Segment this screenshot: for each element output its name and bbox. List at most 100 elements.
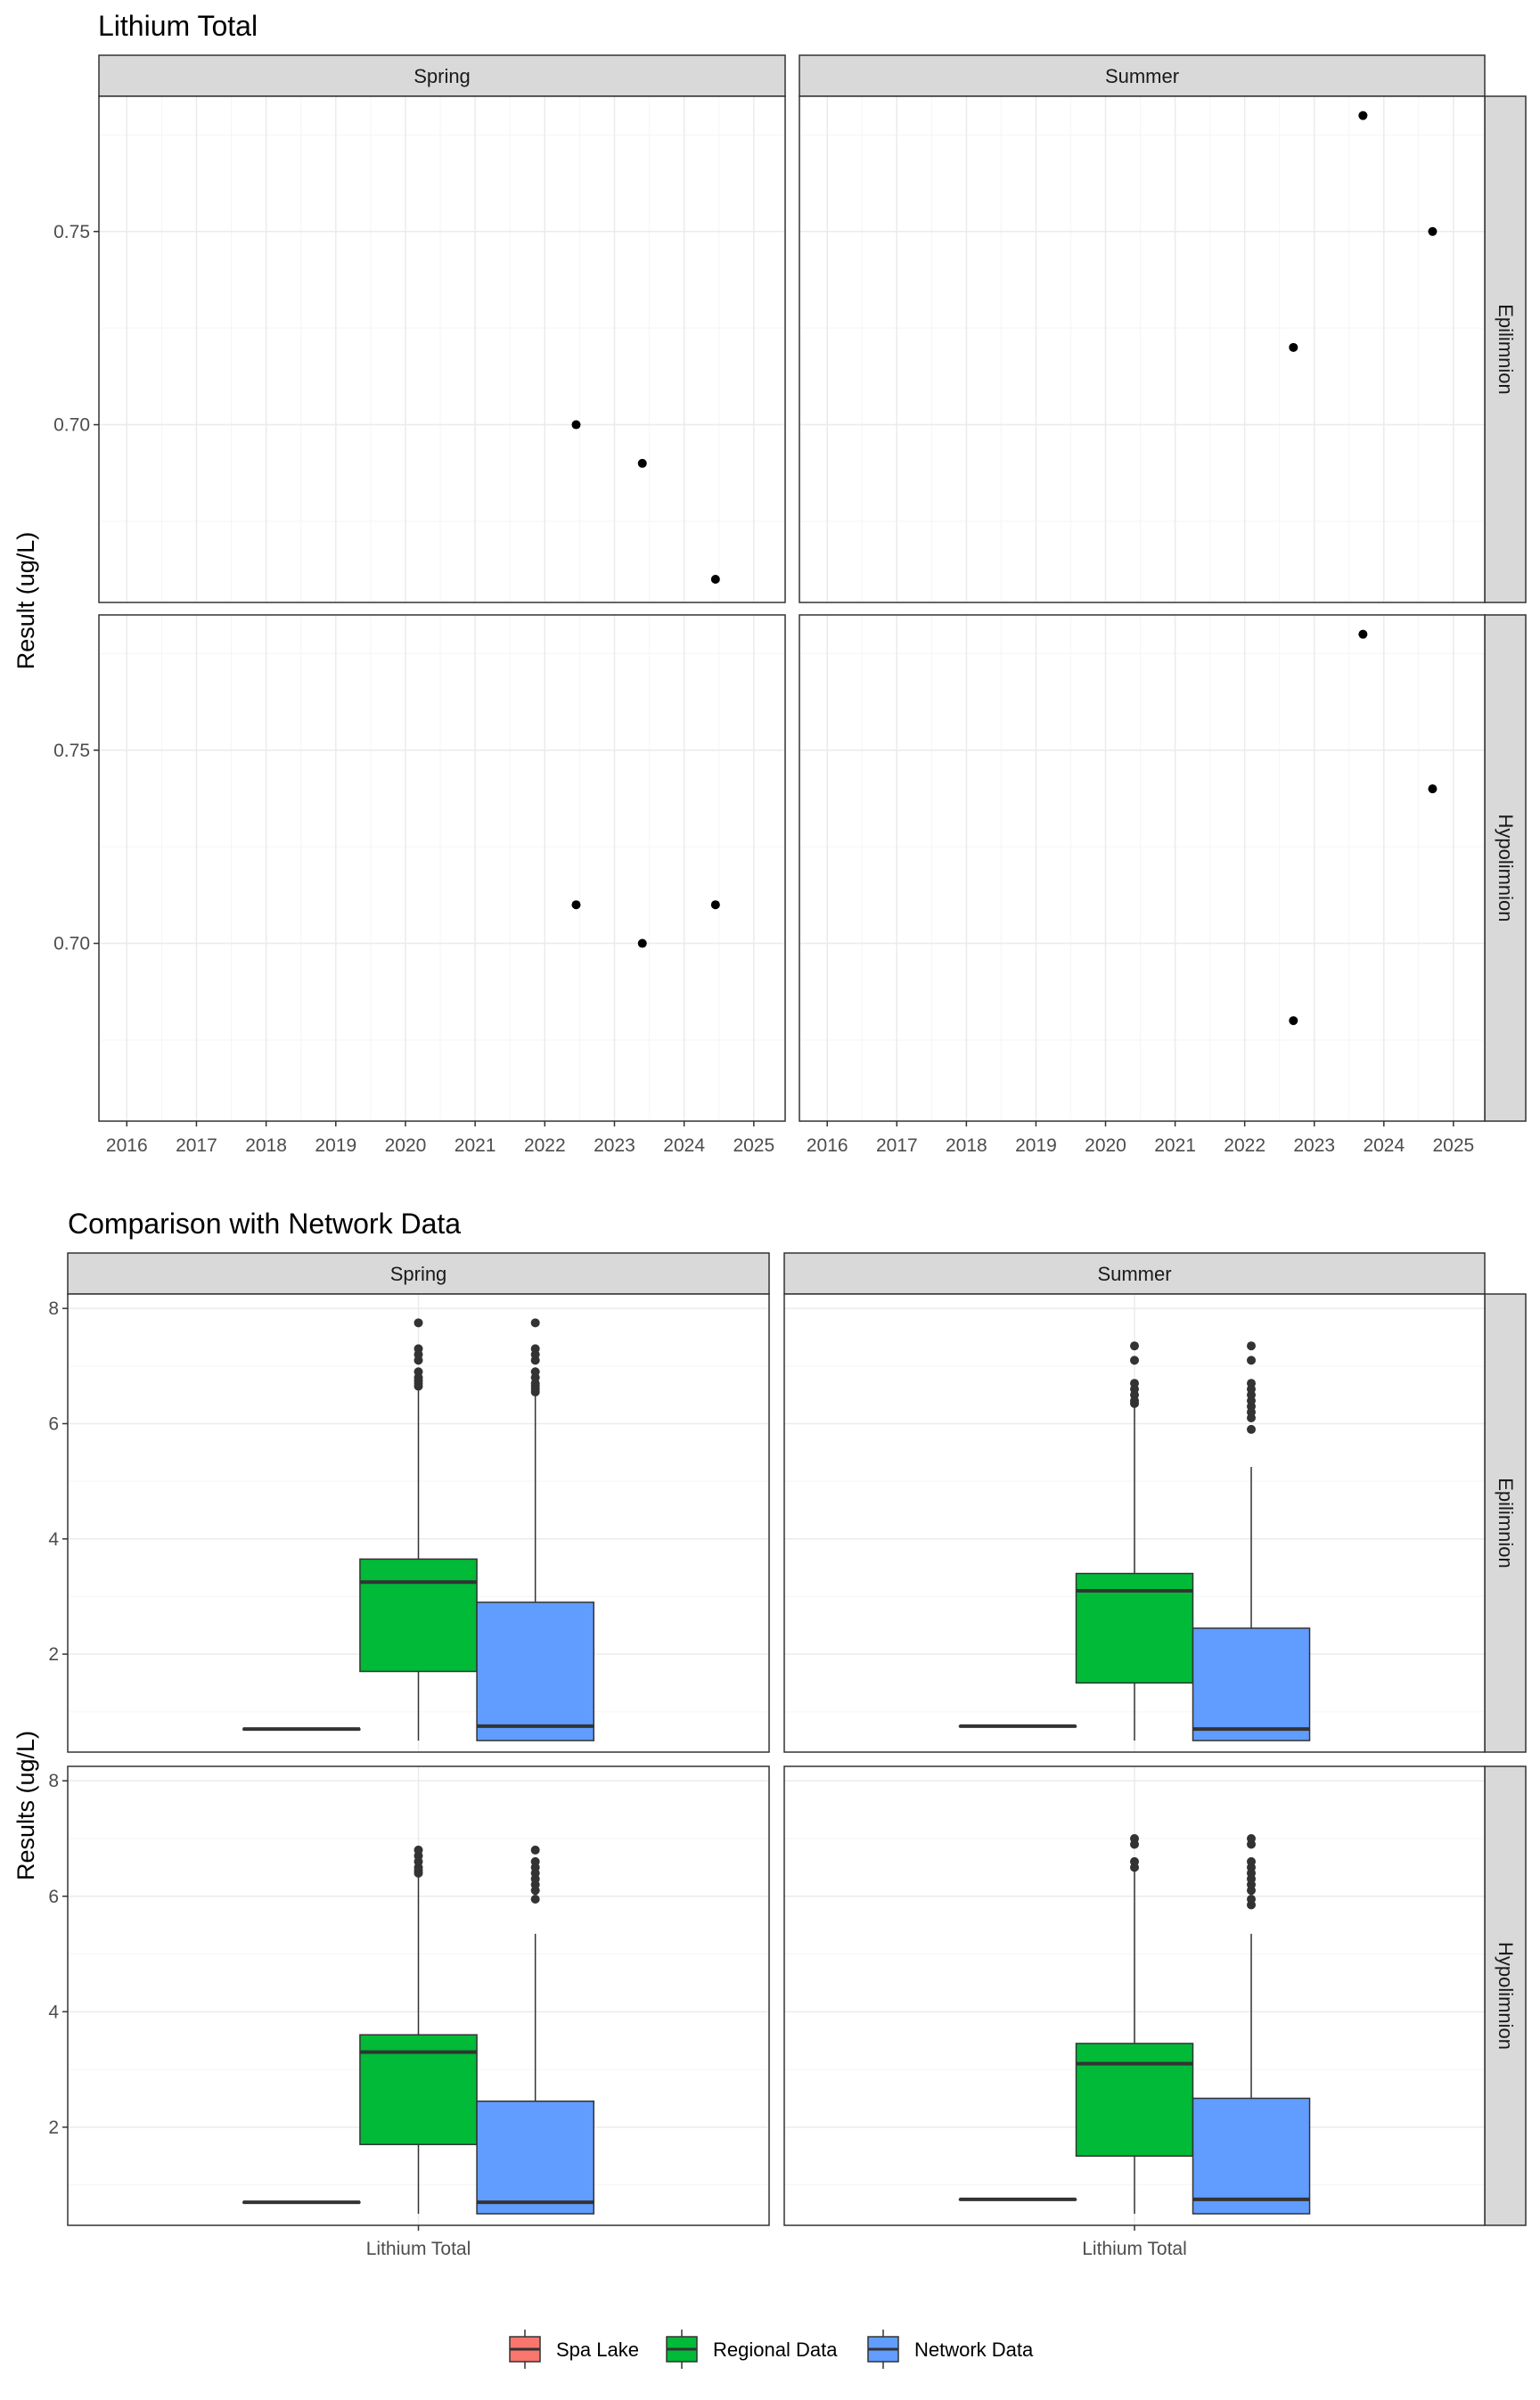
- data-point: [710, 574, 720, 584]
- data-point: [637, 458, 647, 468]
- outlier-point: [1130, 1833, 1139, 1843]
- facet-strip-summer: [783, 1252, 1486, 1295]
- y-tick-label: 4: [48, 1529, 59, 1550]
- box-body: [476, 2100, 594, 2215]
- facet-label-spring: Spring: [390, 1263, 447, 1285]
- outlier-point: [530, 1318, 540, 1328]
- panel-border: [799, 614, 1486, 1122]
- outlier-point: [530, 1894, 540, 1904]
- y-tick-label: 0.70: [53, 415, 90, 436]
- legend-item-spa-lake: Spa Lake: [509, 2330, 639, 2369]
- chart-title-comparison: Comparison with Network Data: [68, 1208, 461, 1240]
- facet-label-hypolimnion: Hypolimnion: [1495, 814, 1517, 922]
- box-network-data: [1192, 1833, 1311, 2215]
- legend-label-network-data: Network Data: [914, 2339, 1034, 2361]
- x-tick-label: 2017: [876, 1135, 918, 1156]
- x-tick-label: Lithium Total: [366, 2239, 471, 2259]
- data-point: [1289, 342, 1298, 352]
- facet-strip-epilimnion: [1484, 1293, 1527, 1753]
- outlier-point: [1247, 1424, 1256, 1434]
- panel-summer-epilimnion: [799, 95, 1486, 603]
- panel-summer-hypolimnion: [783, 1765, 1486, 2226]
- chart-title-lithium-total: Lithium Total: [98, 10, 258, 42]
- x-tick-label: 2024: [663, 1135, 705, 1156]
- y-tick-label: 8: [48, 1771, 59, 1791]
- box-chart: Spring Summer Epilimnion Hypolimnion 2 4 6 8 2 4 6…: [48, 1252, 1527, 2259]
- x-tick-label: 2021: [455, 1135, 496, 1156]
- outlier-point: [1247, 1356, 1256, 1365]
- outlier-point: [1247, 1833, 1256, 1843]
- outlier-point: [1247, 1894, 1256, 1904]
- panel-summer-hypolimnion: [799, 614, 1486, 1122]
- facet-strip-hypolimnion: [1484, 614, 1527, 1122]
- x-tick-label: 2019: [315, 1135, 356, 1156]
- outlier-point: [1130, 1341, 1139, 1351]
- data-point: [710, 900, 720, 910]
- x-tick-label: 2016: [807, 1135, 848, 1156]
- box-spa-lake: [958, 1724, 1077, 1728]
- data-point: [571, 420, 581, 430]
- box-regional-data: [359, 1318, 478, 1741]
- box-body: [359, 1558, 478, 1673]
- y-tick-label: 6: [48, 1887, 59, 1907]
- outlier-point: [414, 1318, 423, 1328]
- y-tick-label: 8: [48, 1298, 59, 1319]
- panel-background: [99, 96, 785, 602]
- data-point: [637, 938, 647, 948]
- y-tick-label: 2: [48, 2117, 59, 2138]
- x-tick-label: 2024: [1363, 1135, 1405, 1156]
- x-tick-label: 2016: [106, 1135, 148, 1156]
- legend-item-regional-data: Regional Data: [666, 2330, 838, 2369]
- panel-summer-epilimnion: [783, 1293, 1486, 1753]
- facet-label-epilimnion: Epilimnion: [1495, 1478, 1517, 1569]
- facet-strip-spring: [67, 1252, 770, 1295]
- y-tick-label: 0.75: [53, 741, 90, 761]
- x-tick-label: 2018: [946, 1135, 987, 1156]
- facet-label-hypolimnion: Hypolimnion: [1495, 1942, 1517, 2050]
- x-tick-label: 2022: [524, 1135, 566, 1156]
- x-tick-label: 2019: [1015, 1135, 1057, 1156]
- outlier-point: [414, 1344, 423, 1354]
- box-spa-lake: [958, 2197, 1077, 2201]
- facet-strip-hypolimnion: [1484, 1765, 1527, 2226]
- panel-background: [799, 615, 1485, 1121]
- x-tick-label: 2021: [1154, 1135, 1196, 1156]
- box-body: [1192, 2097, 1311, 2215]
- facet-strip-summer: [799, 54, 1486, 97]
- data-point: [1358, 111, 1368, 120]
- panel-border: [98, 95, 786, 603]
- data-point: [1358, 629, 1368, 639]
- legend-label-regional-data: Regional Data: [713, 2339, 838, 2361]
- y-axis-label-result: Result (ug/L): [12, 532, 39, 670]
- outlier-point: [530, 1845, 540, 1855]
- panel-border: [67, 1293, 770, 1753]
- facet-label-spring: Spring: [414, 65, 471, 87]
- facet-strip-spring: [98, 54, 786, 97]
- facet-label-summer: Summer: [1105, 65, 1179, 87]
- x-tick-label: 2020: [385, 1135, 427, 1156]
- x-tick-label: 2017: [176, 1135, 217, 1156]
- panel-spring-epilimnion: [67, 1293, 770, 1753]
- box-network-data: [476, 1845, 594, 2215]
- data-point: [1289, 1016, 1298, 1026]
- y-tick-label: 0.70: [53, 934, 90, 954]
- y-tick-label: 2: [48, 1644, 59, 1665]
- legend: Spa Lake Regional Data Network Data: [509, 2330, 1034, 2369]
- facet-label-summer: Summer: [1097, 1263, 1171, 1285]
- facet-label-epilimnion: Epilimnion: [1495, 304, 1517, 395]
- y-axis-label-results: Results (ug/L): [12, 1731, 39, 1880]
- box-body: [476, 1601, 594, 1741]
- outlier-point: [1130, 1356, 1139, 1365]
- data-point: [571, 900, 581, 910]
- x-tick-label: 2020: [1085, 1135, 1126, 1156]
- box-network-data: [476, 1318, 594, 1741]
- x-tick-label: 2025: [1433, 1135, 1475, 1156]
- outlier-point: [530, 1367, 540, 1377]
- outlier-point: [1130, 1379, 1139, 1388]
- panel-background: [799, 96, 1485, 602]
- x-tick-label: 2018: [245, 1135, 287, 1156]
- data-point: [1428, 784, 1438, 794]
- x-tick-label: 2023: [1293, 1135, 1335, 1156]
